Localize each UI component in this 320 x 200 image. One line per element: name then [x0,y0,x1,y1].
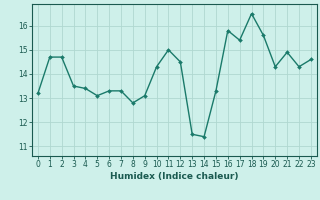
X-axis label: Humidex (Indice chaleur): Humidex (Indice chaleur) [110,172,239,181]
